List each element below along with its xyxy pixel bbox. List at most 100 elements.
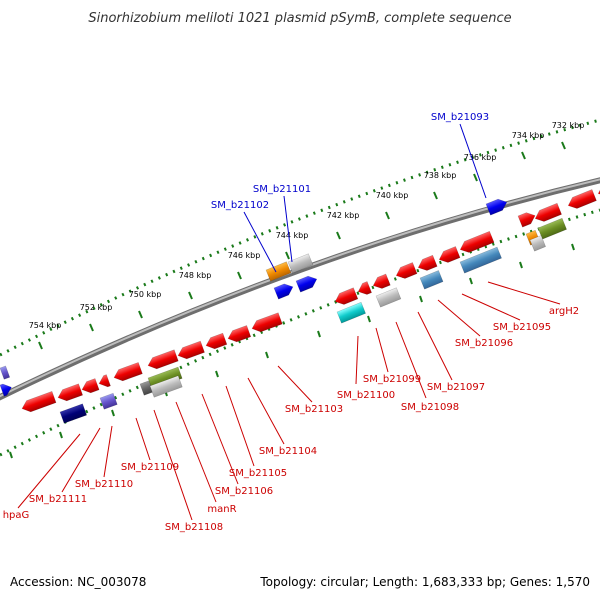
gene-feature-box	[59, 403, 87, 424]
gene-arrow-forward	[485, 198, 508, 216]
gene-label: SM_b21099	[363, 374, 421, 385]
label-leader-line	[61, 427, 101, 493]
gene-label: manR	[207, 504, 236, 515]
gene-arrow-forward	[295, 275, 318, 293]
scale-tick-label: 736 kbp	[464, 153, 497, 162]
gene-label: argH2	[549, 306, 579, 317]
gene-arrow-reverse	[81, 378, 100, 394]
gene-label: SM_b21102	[211, 200, 269, 211]
gene-arrow-forward	[273, 283, 294, 300]
gene-label: SM_b21103	[285, 404, 343, 415]
scale-tick	[188, 291, 193, 300]
label-leader-line	[247, 377, 285, 445]
gene-arrow-reverse	[113, 362, 143, 382]
outer-tick-ring	[0, 118, 600, 357]
inner-scale-tick	[367, 315, 371, 323]
scale-tick	[521, 151, 526, 160]
gene-label: SM_b21100	[337, 390, 395, 401]
scale-tick-label: 740 kbp	[376, 191, 409, 200]
gene-label: SM_b21097	[427, 382, 485, 393]
scale-tick	[473, 173, 478, 182]
accession-text: Accession: NC_003078	[10, 575, 146, 589]
gene-arrow-forward	[517, 212, 536, 228]
label-layer: SM_b21093 SM_b21101 SM_b21102 argH2 SM_b2109…	[3, 112, 579, 533]
inner-tick-ring	[0, 208, 600, 457]
gene-feature-box	[265, 261, 292, 282]
scale-tick	[561, 141, 566, 150]
label-leader-line	[417, 311, 453, 381]
gene-feature-box	[336, 301, 366, 324]
scale-tick	[385, 211, 390, 220]
inner-scale-tick	[419, 295, 423, 303]
gene-arrow-reverse	[227, 325, 252, 343]
label-leader-line	[375, 327, 389, 373]
gene-arrow-reverse	[205, 332, 228, 350]
topology-text: Topology: circular; Length: 1,683,333 bp…	[259, 575, 590, 589]
scale-tick-label: 754 kbp	[29, 321, 62, 330]
scale-tick	[433, 191, 438, 200]
inner-scale-tick	[9, 451, 13, 459]
inner-scale-tick	[317, 330, 321, 338]
gene-label: SM_b21093	[431, 112, 489, 123]
gene-label: SM_b21109	[121, 462, 179, 473]
gene-feature-box	[375, 287, 402, 308]
scale-tick-label: 744 kbp	[276, 231, 309, 240]
inner-scale-tick	[59, 431, 63, 439]
gene-label: hpaG	[3, 510, 30, 521]
gene-feature-box	[459, 246, 502, 274]
inner-scale-tick	[519, 261, 523, 269]
gene-label: SM_b21098	[401, 402, 459, 413]
inner-scale-tick	[469, 277, 473, 285]
gene-arrow-reverse	[534, 202, 562, 222]
gene-feature-box	[0, 365, 11, 380]
gene-arrow-reverse	[57, 383, 83, 402]
gene-arrow-reverse	[395, 262, 418, 279]
feature-layer	[0, 183, 600, 424]
scale-tick-label: 748 kbp	[179, 271, 212, 280]
scale-tick	[237, 271, 242, 280]
scale-tick-label: 746 kbp	[228, 251, 261, 260]
map-title: Sinorhizobium meliloti 1021 plasmid pSym…	[88, 11, 511, 26]
scale-tick-label: 750 kbp	[129, 290, 162, 299]
gene-feature-box	[419, 270, 444, 290]
inner-scale-tick	[571, 243, 575, 251]
gene-label: SM_b21101	[253, 184, 311, 195]
scale-tick-label: 732 kbp	[552, 121, 585, 130]
gene-arrow-reverse	[459, 230, 495, 253]
gene-arrow-reverse	[334, 287, 359, 305]
inner-scale-tick	[265, 351, 269, 359]
tick-layer: 732 kbp 734 kbp 736 kbp 738 kbp 740 kbp 742 k…	[9, 121, 585, 459]
gene-arrow-reverse	[357, 281, 372, 295]
gene-arrow-reverse	[597, 183, 600, 197]
label-leader-line	[243, 211, 277, 273]
scale-tick	[285, 251, 290, 260]
label-leader-line	[395, 321, 427, 399]
gene-arrow-reverse	[251, 312, 283, 333]
gene-arrow-forward	[0, 383, 12, 397]
gene-label: SM_b21111	[29, 494, 87, 505]
label-leader-line	[283, 195, 293, 263]
gene-feature-box	[99, 392, 118, 410]
gene-label: SM_b21105	[229, 468, 287, 479]
scale-tick	[138, 310, 143, 319]
label-leader-line	[103, 425, 113, 478]
gene-label: SM_b21095	[493, 322, 551, 333]
inner-scale-tick	[111, 409, 115, 417]
scale-tick-label: 738 kbp	[424, 171, 457, 180]
gene-label: SM_b21108	[165, 522, 223, 533]
scale-tick-label: 742 kbp	[327, 211, 360, 220]
gene-feature-box	[529, 235, 546, 252]
label-leader-line	[17, 433, 81, 509]
label-leader-line	[225, 385, 255, 467]
label-leader-line	[459, 123, 487, 199]
label-leader-line	[175, 401, 217, 503]
scale-tick	[336, 231, 341, 240]
scale-tick	[89, 323, 94, 332]
gene-arrow-reverse	[567, 189, 597, 209]
gene-feature-box	[287, 253, 314, 274]
scale-tick-label: 734 kbp	[512, 131, 545, 140]
label-leader-line	[135, 417, 151, 461]
label-leader-line	[437, 299, 481, 337]
gene-label: SM_b21104	[259, 446, 317, 457]
